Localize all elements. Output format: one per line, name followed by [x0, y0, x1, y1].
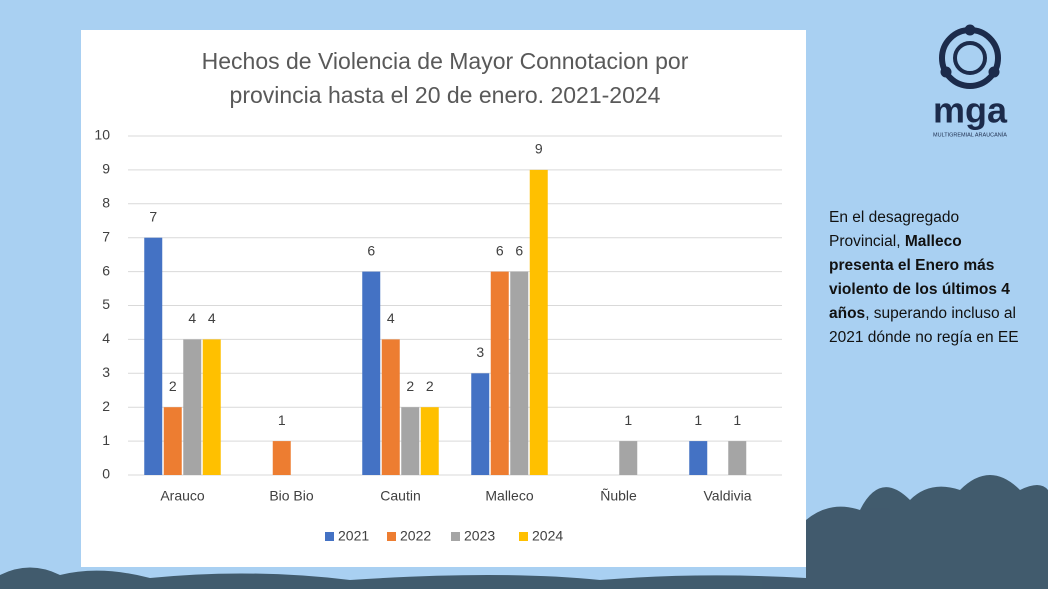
value-label: 6 — [515, 242, 523, 258]
logo-name: mga — [933, 90, 1008, 131]
bar — [420, 407, 439, 475]
bar — [490, 271, 509, 475]
legend-swatch — [451, 532, 460, 541]
x-tick-label: Bio Bio — [269, 488, 314, 504]
bar — [619, 441, 638, 475]
value-label: 3 — [476, 344, 484, 360]
side-intro: En el desagregado Provincial, — [829, 209, 960, 250]
value-label: 2 — [169, 378, 177, 394]
bar — [381, 339, 400, 475]
value-label: 4 — [387, 310, 395, 326]
value-label: 1 — [694, 412, 702, 428]
bar — [689, 441, 708, 475]
value-label: 6 — [367, 242, 375, 258]
y-tick-label: 0 — [102, 466, 110, 482]
bar — [202, 339, 221, 475]
legend-swatch — [387, 532, 396, 541]
x-tick-label: Malleco — [485, 488, 533, 504]
y-tick-label: 6 — [102, 262, 110, 278]
side-text: En el desagregado Provincial, Malleco pr… — [829, 206, 1029, 350]
bar — [510, 271, 529, 475]
value-label: 2 — [426, 378, 434, 394]
side-highlight: Malleco presenta el Enero más violento d… — [829, 233, 1010, 322]
legend-label: 2024 — [532, 528, 563, 544]
value-label: 7 — [149, 208, 157, 224]
bar — [163, 407, 182, 475]
x-tick-label: Cautin — [380, 488, 420, 504]
y-tick-label: 8 — [102, 195, 110, 211]
bar — [728, 441, 747, 475]
tree-silhouettes — [0, 475, 1048, 589]
value-label: 9 — [535, 141, 543, 157]
y-tick-label: 10 — [94, 127, 110, 143]
y-tick-label: 3 — [102, 364, 110, 380]
bar — [471, 373, 490, 475]
chart-panel — [81, 30, 806, 567]
value-label: 4 — [208, 310, 216, 326]
bar — [362, 271, 381, 475]
legend-label: 2023 — [464, 528, 495, 544]
x-tick-label: Arauco — [160, 488, 205, 504]
value-label: 2 — [406, 378, 414, 394]
logo-subtitle: MULTIGREMIAL ARAUCANÍA — [933, 131, 1007, 138]
value-label: 1 — [733, 412, 741, 428]
legend-swatch — [325, 532, 334, 541]
y-tick-label: 9 — [102, 161, 110, 177]
bar — [401, 407, 420, 475]
x-tick-label: Valdivia — [704, 488, 752, 504]
value-label: 6 — [496, 242, 504, 258]
value-label: 1 — [624, 412, 632, 428]
y-tick-label: 2 — [102, 398, 110, 414]
y-tick-label: 5 — [102, 296, 110, 312]
side-rest: , superando incluso al 2021 dónde no reg… — [829, 305, 1019, 346]
y-tick-label: 1 — [102, 432, 110, 448]
legend-swatch — [519, 532, 528, 541]
y-tick-label: 4 — [102, 330, 110, 346]
legend-label: 2021 — [338, 528, 369, 544]
chart-title: Hechos de Violencia de Mayor Connotacion… — [201, 48, 689, 108]
bar — [272, 441, 291, 475]
legend-label: 2022 — [400, 528, 431, 544]
x-tick-label: Ñuble — [600, 488, 637, 504]
bar — [183, 339, 202, 475]
bar — [144, 237, 163, 475]
logo-mark — [939, 24, 1001, 89]
bar — [529, 169, 548, 475]
value-label: 4 — [188, 310, 196, 326]
y-tick-label: 7 — [102, 228, 110, 244]
value-label: 1 — [278, 412, 286, 428]
